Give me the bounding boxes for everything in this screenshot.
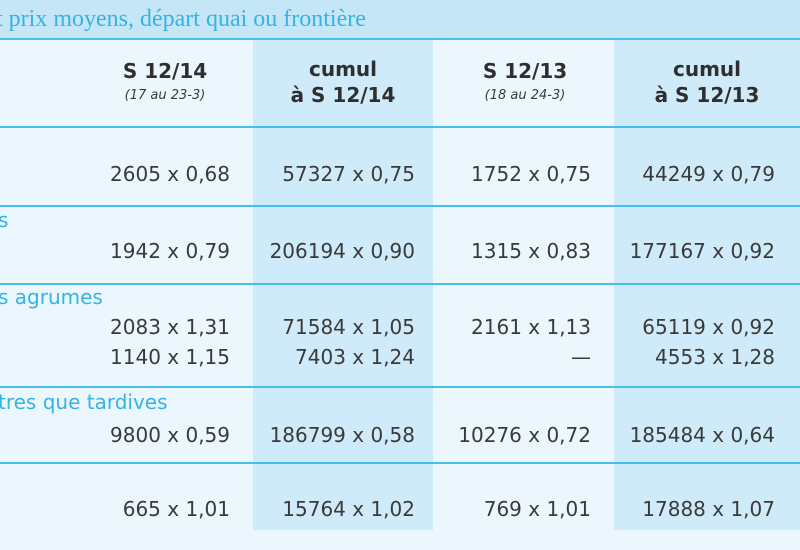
cell-cumul-2013: 185484 x 0,64 [629,423,775,447]
cell-cumul-2013: 177167 x 0,92 [629,239,775,263]
cell-week-2013: 10276 x 0,72 [458,423,591,447]
category-label: s [0,208,9,232]
header-week-dates: (17 au 23-3) [124,88,206,103]
cell-week-2013: — [571,345,591,369]
header-week-label: S 12/13 [482,59,568,83]
header-cumul-2014: cumul à S 12/14 [253,56,433,108]
cell-week-2014: 2605 x 0,68 [110,162,230,186]
row-divider [0,205,800,207]
header-cumul-period: à S 12/14 [290,83,396,107]
cell-week-2013: 1752 x 0,75 [471,162,591,186]
header-cumul-2013: cumul à S 12/13 [614,56,800,108]
cell-cumul-2013: 4553 x 1,28 [655,345,775,369]
row-divider [0,283,800,285]
cell-week-2013: 1315 x 0,83 [471,239,591,263]
header-cumul-label: cumul [672,57,742,81]
cell-week-2013: 769 x 1,01 [483,497,591,521]
row-divider [0,462,800,464]
header-cumul-period: à S 12/13 [654,83,760,107]
table-title: t prix moyens, départ quai ou frontière [0,6,366,32]
row-divider [0,386,800,388]
shaded-column-cumul-2013 [614,40,800,530]
category-label: tres que tardives [0,390,168,414]
header-week-dates: (18 au 24-3) [484,88,566,103]
cell-week-2014: 665 x 1,01 [122,497,230,521]
cell-cumul-2013: 44249 x 0,79 [642,162,775,186]
table-title-bar: t prix moyens, départ quai ou frontière [0,0,800,40]
header-s12-13: S 12/13 (18 au 24-3) [440,58,610,106]
cell-week-2014: 1942 x 0,79 [110,239,230,263]
cell-week-2013: 2161 x 1,13 [471,315,591,339]
cell-week-2014: 2083 x 1,31 [110,315,230,339]
cell-cumul-2014: 15764 x 1,02 [282,497,415,521]
header-s12-14: S 12/14 (17 au 23-3) [80,58,250,106]
cell-cumul-2014: 7403 x 1,24 [295,345,415,369]
category-label: s agrumes [0,285,103,309]
header-week-label: S 12/14 [122,59,208,83]
cell-cumul-2014: 71584 x 1,05 [282,315,415,339]
cell-cumul-2014: 186799 x 0,58 [269,423,415,447]
cell-week-2014: 9800 x 0,59 [110,423,230,447]
cell-week-2014: 1140 x 1,15 [110,345,230,369]
shaded-column-cumul-2014 [253,40,433,530]
cell-cumul-2013: 17888 x 1,07 [642,497,775,521]
cell-cumul-2014: 206194 x 0,90 [269,239,415,263]
row-divider [0,126,800,128]
cell-cumul-2014: 57327 x 0,75 [282,162,415,186]
header-cumul-label: cumul [308,57,378,81]
cell-cumul-2013: 65119 x 0,92 [642,315,775,339]
